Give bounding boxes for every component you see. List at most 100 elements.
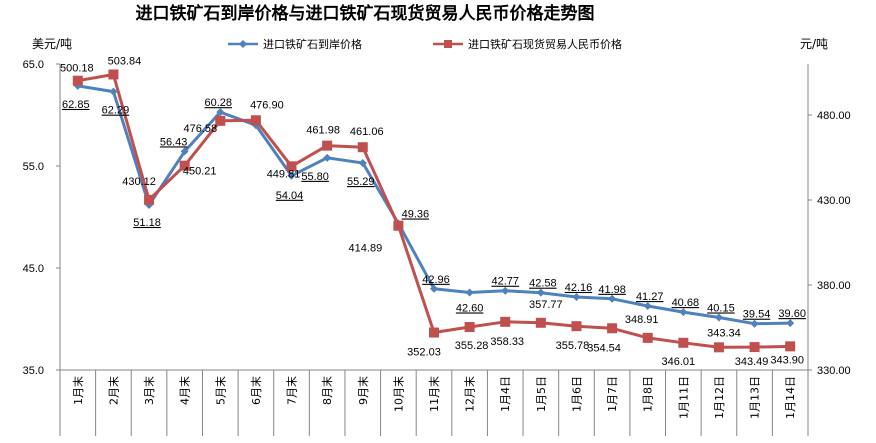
data-labels: 62.85 62.29 51.18 56.43 60.28 54.04 55.80 55.29…	[60, 55, 806, 368]
category-label: 1月14日	[784, 376, 797, 419]
diamond-marker	[608, 294, 617, 303]
data-label: 352.03	[407, 347, 441, 359]
data-label: 55.29	[347, 176, 375, 188]
data-label: 56.43	[160, 136, 188, 148]
category-label: 5月末	[213, 376, 227, 405]
data-label: 42.16	[565, 282, 593, 294]
data-label: 42.96	[422, 274, 450, 286]
category-label: 3月末	[142, 376, 156, 405]
legend-label-series-2: 进口铁矿石现货贸易人民币价格	[468, 37, 622, 51]
data-label: 51.18	[133, 217, 161, 229]
square-marker	[286, 161, 297, 172]
category-label: 1月7日	[606, 376, 619, 412]
diamond-marker	[536, 288, 545, 297]
diamond-marker	[714, 313, 723, 322]
data-label: 60.28	[205, 97, 233, 109]
series-markers	[72, 69, 796, 353]
data-label: 348.91	[625, 314, 659, 326]
data-label: 500.18	[60, 63, 94, 75]
square-marker	[678, 337, 689, 348]
left-tick-label: 35.0	[23, 365, 44, 377]
legend-diamond-marker	[239, 40, 247, 48]
data-label: 49.36	[402, 209, 430, 221]
square-marker	[500, 316, 511, 327]
category-label: 1月4日	[499, 376, 512, 412]
data-label: 40.68	[672, 297, 700, 309]
square-marker	[393, 220, 404, 231]
chart-title: 进口铁矿石到岸价格与进口铁矿石现货贸易人民币价格走势图	[136, 3, 595, 24]
category-label: 8月末	[320, 376, 334, 405]
right-tick-label: 330.00	[817, 365, 851, 377]
data-label: 357.77	[529, 299, 563, 311]
square-marker	[250, 115, 261, 126]
square-marker	[571, 321, 582, 332]
diamond-marker	[679, 308, 688, 317]
data-label: 355.78	[556, 340, 590, 352]
left-tick-label: 65.0	[23, 59, 44, 71]
category-label: 2月末	[106, 376, 120, 405]
square-marker	[72, 75, 83, 86]
legend-square-marker	[444, 40, 452, 48]
legend-item-series-2[interactable]: 进口铁矿石现货贸易人民币价格	[433, 37, 622, 51]
left-tick-label: 55.0	[23, 161, 44, 173]
diamond-marker	[501, 286, 510, 295]
diamond-marker	[750, 319, 759, 328]
data-label: 358.33	[490, 336, 524, 348]
square-marker	[535, 317, 546, 328]
diamond-marker	[216, 108, 225, 117]
data-label: 42.60	[456, 302, 484, 314]
square-marker	[749, 342, 760, 353]
data-label: 41.27	[636, 291, 664, 303]
legend: 进口铁矿石到岸价格 进口铁矿石现货贸易人民币价格	[228, 37, 622, 51]
category-label: 1月末	[71, 376, 85, 405]
square-marker	[322, 140, 333, 151]
category-label: 6月末	[249, 376, 263, 405]
category-label: 1月12日	[713, 376, 726, 419]
data-label: 39.54	[743, 309, 771, 321]
category-label: 1月8日	[642, 376, 655, 412]
right-axis-unit: 元/吨	[800, 37, 828, 51]
category-label: 1月11日	[677, 376, 690, 419]
category-label: 10月末	[391, 376, 405, 412]
data-label: 461.06	[350, 126, 384, 138]
data-label: 346.01	[662, 356, 696, 368]
category-label: 4月末	[178, 376, 192, 405]
square-marker	[179, 160, 190, 171]
diamond-marker	[287, 171, 296, 180]
data-label: 343.34	[707, 327, 741, 339]
category-label: 7月末	[285, 376, 299, 405]
right-tick-label: 380.00	[817, 280, 851, 292]
right-tick-label: 430.00	[817, 195, 851, 207]
left-axis-unit: 美元/吨	[32, 37, 72, 51]
category-label: 11月末	[427, 376, 441, 412]
data-label: 414.89	[349, 243, 383, 255]
data-label: 42.77	[491, 276, 519, 288]
data-label: 343.90	[770, 354, 804, 366]
category-label: 9月末	[356, 376, 370, 405]
data-label: 449.81	[267, 168, 301, 180]
data-label: 41.98	[598, 284, 626, 296]
square-marker	[464, 322, 475, 333]
data-label: 39.60	[778, 308, 806, 320]
diamond-marker	[180, 147, 189, 156]
data-label: 42.58	[529, 278, 557, 290]
square-marker	[357, 142, 368, 153]
data-label: 62.29	[102, 105, 130, 117]
data-label: 343.49	[735, 356, 769, 368]
data-label: 62.85	[62, 99, 90, 111]
legend-item-series-1[interactable]: 进口铁矿石到岸价格	[228, 37, 362, 51]
diamond-marker	[786, 319, 795, 328]
data-label: 430.12	[122, 176, 156, 188]
square-marker	[429, 327, 439, 338]
diamond-marker	[358, 159, 367, 168]
category-label: 12月末	[463, 376, 477, 412]
data-label: 476.90	[250, 99, 284, 111]
square-marker	[642, 332, 653, 343]
legend-label-series-1: 进口铁矿石到岸价格	[263, 37, 362, 51]
square-marker	[607, 323, 618, 334]
diamond-marker	[572, 292, 581, 301]
square-marker	[215, 115, 226, 126]
square-marker	[108, 69, 119, 80]
data-label: 355.28	[455, 340, 489, 352]
